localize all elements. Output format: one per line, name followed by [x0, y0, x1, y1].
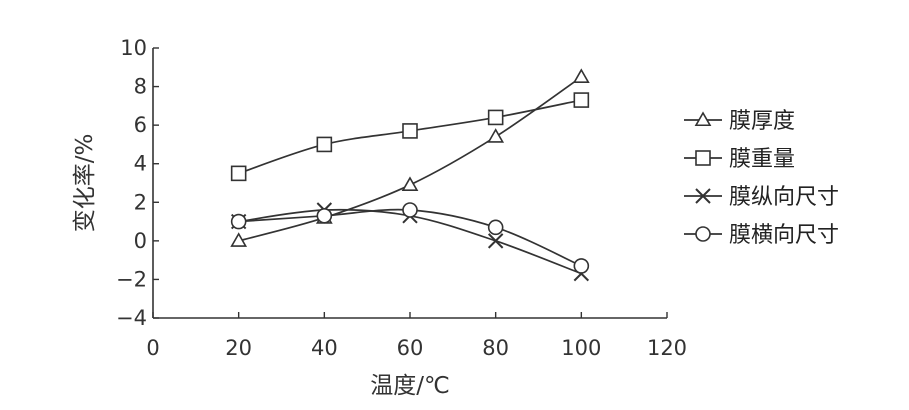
y-tick-label: −4 [116, 306, 147, 330]
y-tick-label: 8 [134, 75, 147, 99]
data-point [487, 128, 505, 143]
series-1 [230, 68, 590, 247]
data-point [316, 207, 333, 224]
legend-entry: 膜厚度 [684, 109, 795, 134]
data-point [572, 68, 590, 83]
data-point [487, 219, 504, 236]
data-point [401, 176, 419, 191]
y-tick-label: 0 [134, 229, 147, 253]
data-point [573, 258, 590, 274]
data-point [230, 213, 247, 230]
series-2 [230, 92, 590, 182]
data-point [487, 233, 504, 249]
x-tick-label: 40 [311, 336, 338, 360]
x-axis-title: 温度/℃ [370, 373, 450, 399]
x-tick-label: 120 [647, 336, 687, 360]
legend-entry: 膜重量 [684, 147, 795, 172]
data-point [230, 232, 248, 247]
x-tick-label: 100 [561, 336, 601, 360]
x-tick-label: 60 [397, 336, 424, 360]
series-line [238, 208, 582, 267]
legend-label: 膜厚度 [729, 109, 795, 134]
x-tick-label: 20 [225, 336, 252, 360]
x-tick-label: 0 [146, 336, 159, 360]
y-axis-title: 变化率/% [72, 134, 98, 233]
y-tick-label: 4 [134, 152, 147, 176]
data-point [487, 109, 504, 126]
legend-marker [694, 111, 712, 127]
legend-entry: 膜横向尺寸 [684, 223, 839, 248]
data-point [316, 136, 333, 153]
series-layer [230, 68, 590, 282]
legend-marker [695, 150, 711, 166]
legend-label: 膜横向尺寸 [729, 223, 839, 248]
data-point [402, 202, 418, 218]
legend-label: 膜纵向尺寸 [729, 185, 839, 210]
data-point [230, 165, 247, 182]
y-tick-label: 10 [120, 36, 147, 60]
legend-entry: 膜纵向尺寸 [684, 185, 839, 210]
axes: 0 20 40 60 80 100 120 −4 −2 0 2 4 6 8 10 [116, 36, 687, 360]
legend-marker [695, 226, 711, 242]
data-point [402, 123, 418, 139]
x-tick-label: 80 [482, 336, 509, 360]
series-4 [230, 202, 590, 274]
y-tick-label: −2 [116, 267, 147, 291]
y-tick-label: 6 [134, 113, 147, 137]
y-tick-label: 2 [134, 190, 147, 214]
legend-label: 膜重量 [729, 147, 795, 172]
legend-marker [695, 188, 711, 204]
data-point [573, 92, 590, 108]
